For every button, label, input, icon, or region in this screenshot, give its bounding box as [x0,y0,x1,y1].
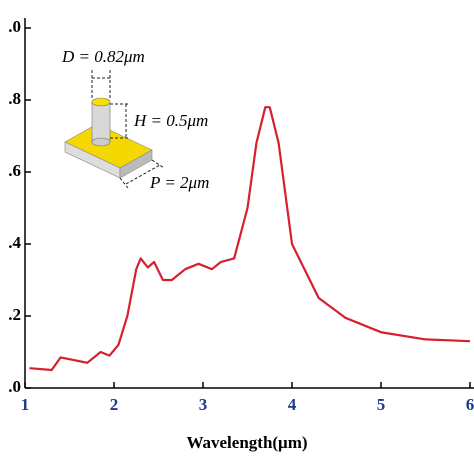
x-tick-label: 6 [466,395,474,414]
x-tick-label: 2 [110,395,119,414]
y-tick-label: .0 [8,377,21,396]
annotation: H = 0.5μm [133,111,208,130]
x-axis-label: Wavelength(μm) [186,433,307,452]
x-tick-label: 5 [377,395,386,414]
y-tick-label: .0 [8,17,21,36]
x-tick-label: 1 [21,395,30,414]
y-tick-label: .4 [8,233,21,252]
x-tick-label: 4 [288,395,297,414]
y-tick-label: .6 [8,161,21,180]
x-tick-label: 3 [199,395,208,414]
annotation: D = 0.82μm [61,47,145,66]
y-tick-label: .8 [8,89,21,108]
annotation: P = 2μm [149,173,209,192]
y-tick-label: .2 [8,305,21,324]
data-line [29,106,471,372]
inset-diagram [64,70,165,189]
